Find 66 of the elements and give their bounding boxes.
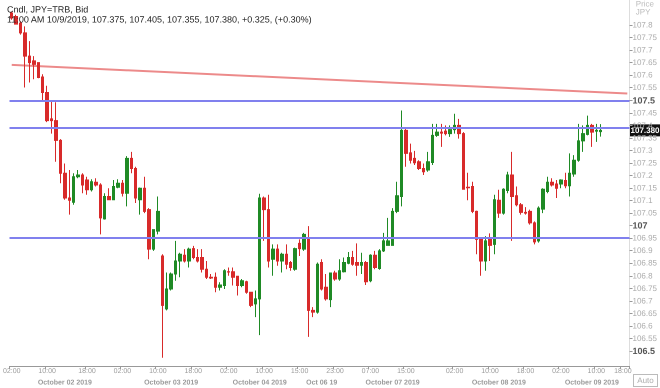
candlestick xyxy=(125,156,129,207)
candlestick xyxy=(329,272,332,308)
y-tick-label: 107.2 xyxy=(632,170,654,180)
y-tick-label: 106.5 xyxy=(632,346,656,356)
candlestick xyxy=(240,278,244,288)
candlestick xyxy=(404,128,408,168)
candlestick xyxy=(559,178,563,189)
y-tick-label: 107.75 xyxy=(632,33,658,42)
y-tick-label: 107.05 xyxy=(632,208,658,218)
candlestick xyxy=(121,179,124,198)
y-tick-label: 107.6 xyxy=(632,70,654,80)
y-tick-label: 107.55 xyxy=(632,83,658,92)
candlestick xyxy=(276,244,279,266)
y-tick-label: 107.1 xyxy=(632,196,654,206)
y-tick-label: 106.95 xyxy=(632,234,658,243)
candlestick xyxy=(23,26,27,88)
candlestick xyxy=(285,244,288,270)
candlestick xyxy=(280,252,284,273)
y-tick-label: 106.7 xyxy=(632,296,654,306)
y-tick-label: 107.5 xyxy=(632,95,656,106)
text: Cndl, JPY=TRB, Bid xyxy=(7,4,88,14)
candlestick xyxy=(192,245,195,260)
y-tick-label: 106.75 xyxy=(632,284,658,293)
candlestick xyxy=(510,151,514,242)
y-tick-label: 107.7 xyxy=(632,46,654,55)
candlestick xyxy=(488,232,492,262)
candlestick xyxy=(440,123,443,148)
y-tick-label: 107.8 xyxy=(632,20,654,30)
y-tick-label: 107 xyxy=(632,220,648,231)
candlestick xyxy=(107,188,111,201)
y-tick-label: 106.65 xyxy=(632,308,658,318)
y-tick-label: 106.8 xyxy=(632,271,654,280)
candlestick xyxy=(364,260,368,286)
y-tick-label: 107.65 xyxy=(632,58,658,68)
candlestick xyxy=(293,247,297,272)
y-tick-label: 107.15 xyxy=(632,184,658,193)
y-tick-label: 107.45 xyxy=(632,108,658,118)
candlestick xyxy=(258,193,261,336)
candlestick xyxy=(360,252,363,274)
candlestick xyxy=(138,187,142,216)
candlestick xyxy=(595,123,598,142)
candlestick xyxy=(369,254,372,283)
candlestick xyxy=(493,194,496,255)
y-tick-label: 106.55 xyxy=(632,334,658,343)
y-axis-title: Price JPY xyxy=(636,0,655,16)
candlestick xyxy=(183,248,186,263)
y-tick-label: 107.3 xyxy=(632,146,654,155)
candlestick xyxy=(484,236,487,272)
candlestick xyxy=(497,189,501,218)
y-tick-label: 107.25 xyxy=(632,158,658,168)
candlestick xyxy=(103,192,106,220)
candlestick xyxy=(355,242,359,276)
text: Auto xyxy=(637,376,654,385)
y-tick-label: 106.6 xyxy=(632,321,654,330)
candlestick xyxy=(333,270,337,282)
candlestick xyxy=(90,178,93,192)
candlestick xyxy=(316,262,319,314)
candlestick xyxy=(564,172,567,189)
candlestick xyxy=(161,254,164,358)
candlestick xyxy=(85,176,89,196)
y-tick-label: 106.85 xyxy=(632,258,658,268)
candlestick xyxy=(271,244,275,276)
candlestick xyxy=(373,250,377,270)
candlestick xyxy=(298,238,301,256)
y-tick-label: 106.9 xyxy=(632,246,654,256)
candlestick xyxy=(187,247,191,268)
